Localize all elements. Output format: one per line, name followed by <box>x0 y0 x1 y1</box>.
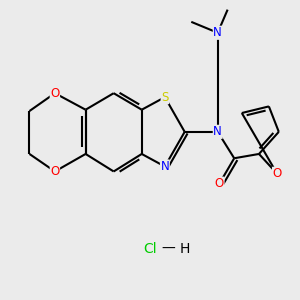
Text: O: O <box>272 167 282 180</box>
Text: H: H <box>179 242 190 256</box>
Text: O: O <box>50 165 59 178</box>
Text: O: O <box>215 177 224 190</box>
Text: Cl: Cl <box>143 242 157 256</box>
Text: N: N <box>160 160 169 173</box>
Text: S: S <box>161 91 169 104</box>
Text: N: N <box>213 26 222 39</box>
Text: N: N <box>213 125 222 138</box>
Text: O: O <box>50 87 59 100</box>
Text: —: — <box>161 242 175 256</box>
